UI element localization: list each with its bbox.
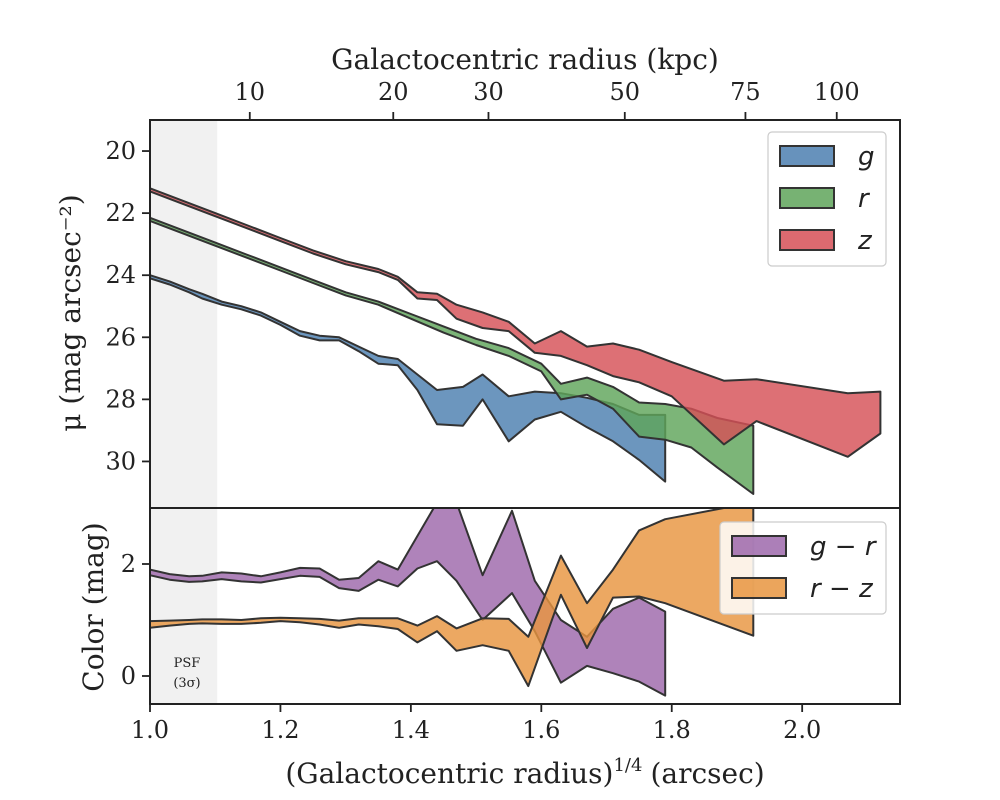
surface-brightness-panel: 20 22 24 26 28 30 10 20 30 50 75 100 Galactocentri… [54, 43, 901, 509]
bottom-ytick-label-0: 0 [121, 662, 136, 690]
bottom-band-1 [150, 508, 755, 688]
bottom-xtick-label-2: 1.4 [392, 716, 430, 744]
psf-shade-bottom [150, 508, 218, 704]
top-y-axis-label: μ (mag arcsec⁻²) [54, 194, 87, 431]
bottom-legend-label-1: r − z [810, 574, 874, 604]
bottom-xtick-label-1: 1.2 [261, 716, 299, 744]
top-xtick-label-5: 100 [814, 78, 860, 106]
top-x-axis-label: Galactocentric radius (kpc) [331, 43, 719, 76]
x-axis-label-exponent: 1/4 [613, 755, 642, 776]
color-panel: 02 1.0 1.2 1.4 1.6 1.8 2.0 Color (mag) (Galac… [77, 507, 901, 790]
bottom-xtick-label-5: 2.0 [783, 716, 821, 744]
x-axis-label-unit: (arcsec) [650, 757, 764, 790]
surface-brightness-bands [150, 187, 882, 495]
top-xtick-label-4: 75 [730, 78, 761, 106]
top-ytick-label-0: 20 [105, 137, 136, 165]
top-band-2 [150, 187, 882, 458]
bottom-plot-frame [149, 507, 901, 705]
top-ytick-label-3: 26 [105, 323, 136, 351]
psf-label-line1: PSF [174, 656, 201, 671]
bottom-legend-swatch-1 [731, 577, 787, 599]
bottom-legend: g − r r − z [719, 521, 887, 615]
color-bands [150, 508, 755, 697]
bottom-ytick-label-1: 2 [121, 550, 136, 578]
top-xtick-label-1: 20 [378, 78, 409, 106]
top-band-1 [150, 216, 755, 495]
bottom-xtick-label-4: 1.8 [653, 716, 691, 744]
psf-shade-top [150, 120, 218, 508]
top-legend-label-0: g [858, 142, 875, 172]
top-legend-swatch-0 [779, 145, 835, 167]
top-ytick-label-2: 24 [105, 261, 136, 289]
top-secondary-x-ticks: 10 20 30 50 75 100 [235, 78, 860, 120]
top-xtick-label-2: 30 [473, 78, 504, 106]
top-legend: grz [767, 131, 887, 267]
top-ytick-label-4: 28 [105, 385, 136, 413]
bottom-band-0 [150, 508, 667, 697]
top-xtick-label-3: 50 [610, 78, 641, 106]
top-legend-swatch-1 [779, 187, 835, 209]
top-ytick-label-1: 22 [105, 199, 136, 227]
top-xtick-label-0: 10 [235, 78, 266, 106]
bottom-y-ticks: 02 [121, 550, 150, 690]
bottom-legend-label-0: g − r [810, 532, 878, 562]
bottom-x-ticks: 1.0 1.2 1.4 1.6 1.8 2.0 [131, 704, 821, 744]
x-axis-label-base: (Galactocentric radius) [285, 757, 613, 790]
bottom-legend-swatch-0 [731, 535, 787, 557]
bottom-x-axis-label: (Galactocentric radius)1/4 (arcsec) [285, 755, 764, 790]
top-band-0 [150, 274, 667, 483]
top-legend-label-1: r [858, 184, 871, 214]
top-y-ticks: 20 22 24 26 28 30 [105, 137, 150, 475]
top-legend-label-2: z [857, 226, 873, 256]
bottom-y-axis-label: Color (mag) [77, 522, 110, 691]
top-legend-swatch-2 [779, 229, 835, 251]
bottom-xtick-label-3: 1.6 [522, 716, 560, 744]
bottom-xtick-label-0: 1.0 [131, 716, 169, 744]
psf-label-line2: (3σ) [173, 676, 200, 691]
top-ytick-label-5: 30 [105, 447, 136, 475]
